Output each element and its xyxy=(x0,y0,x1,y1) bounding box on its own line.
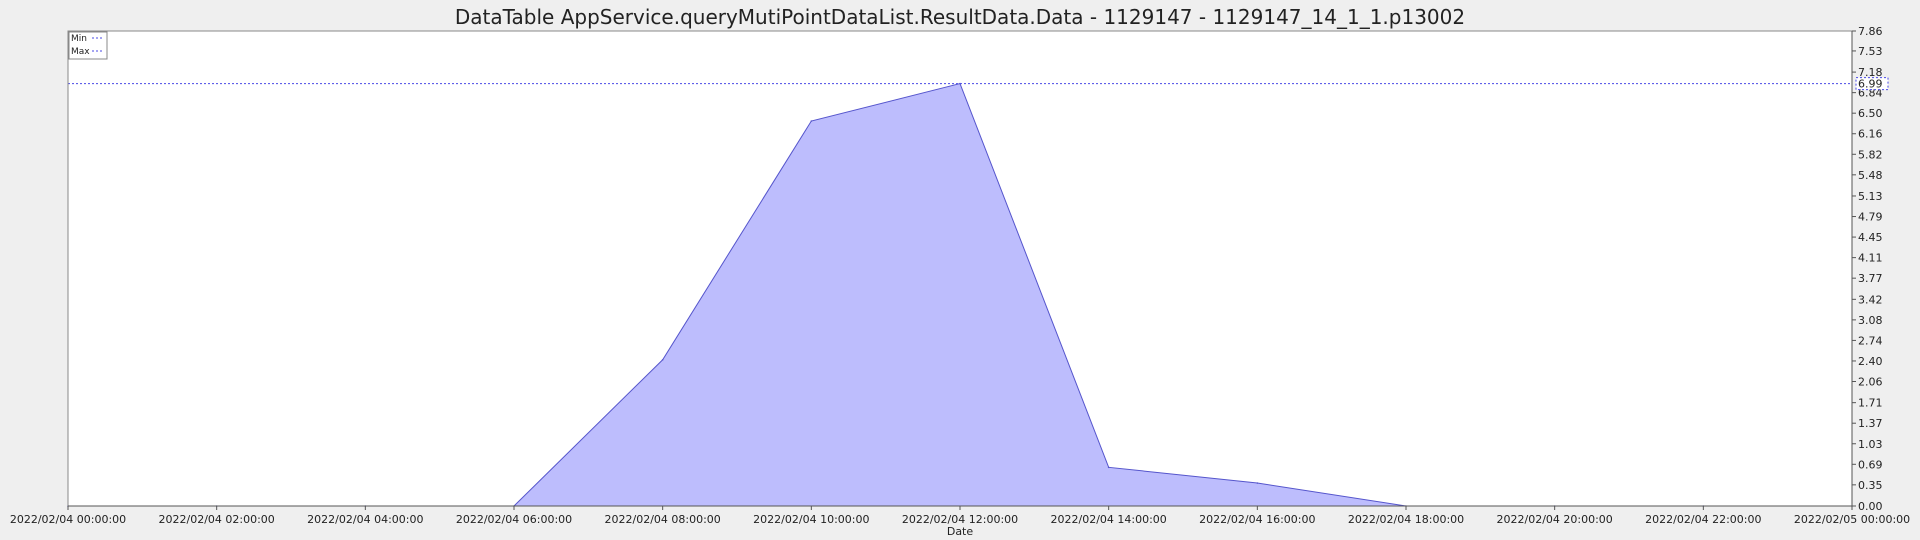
y-tick-label: 1.71 xyxy=(1858,397,1883,410)
legend: Min Max xyxy=(68,31,108,60)
y-tick-label: 2.74 xyxy=(1858,334,1883,347)
x-tick-label: 2022/02/04 00:00:00 xyxy=(10,513,126,526)
x-tick-label: 2022/02/04 12:00:00 xyxy=(902,513,1018,526)
y-tick-label: 5.82 xyxy=(1858,148,1883,161)
y-tick-label: 3.08 xyxy=(1858,314,1883,327)
legend-label: Min xyxy=(71,34,87,44)
chart-title: DataTable AppService.queryMutiPointDataL… xyxy=(454,5,1466,29)
x-tick-label: 2022/02/04 02:00:00 xyxy=(159,513,275,526)
y-tick-label: 0.35 xyxy=(1858,479,1883,492)
y-tick-label: 0.69 xyxy=(1858,458,1883,471)
data-point xyxy=(661,358,664,361)
y-tick-label: 6.16 xyxy=(1858,128,1883,141)
y-tick-label: 7.86 xyxy=(1858,25,1883,38)
x-tick-label: 2022/02/04 06:00:00 xyxy=(456,513,572,526)
y-marker-label: 6.99 xyxy=(1858,78,1883,91)
y-tick-label: 4.79 xyxy=(1858,211,1883,224)
y-tick-label: 5.48 xyxy=(1858,169,1883,182)
x-tick-label: 2022/02/04 20:00:00 xyxy=(1497,513,1613,526)
x-tick-label: 2022/02/04 18:00:00 xyxy=(1348,513,1464,526)
y-tick-label: 4.11 xyxy=(1858,252,1883,265)
y-tick-label: 1.03 xyxy=(1858,438,1883,451)
x-tick-label: 2022/02/04 14:00:00 xyxy=(1051,513,1167,526)
y-tick-label: 7.53 xyxy=(1858,45,1883,58)
y-tick-label: 6.84 xyxy=(1858,87,1883,100)
y-marker-box xyxy=(1855,77,1889,91)
y-tick-label: 0.00 xyxy=(1858,500,1883,513)
y-tick-label: 2.06 xyxy=(1858,376,1883,389)
x-tick-label: 2022/02/04 22:00:00 xyxy=(1645,513,1761,526)
x-tick-label: 2022/02/04 16:00:00 xyxy=(1199,513,1315,526)
y-tick-label: 6.50 xyxy=(1858,107,1883,120)
x-tick-label: 2022/02/04 08:00:00 xyxy=(605,513,721,526)
data-point xyxy=(1256,482,1259,484)
x-axis: 2022/02/04 00:00:00 2022/02/04 02:00:00 20… xyxy=(10,505,1910,526)
data-point xyxy=(1107,466,1110,469)
legend-label: Max xyxy=(71,47,90,57)
y-tick-label: 3.77 xyxy=(1858,272,1883,285)
y-axis: 0.00 0.35 0.69 1.03 1.37 1.71 2.06 2.40 2.74 3.08… xyxy=(1851,25,1889,513)
x-tick-label: 2022/02/04 04:00:00 xyxy=(307,513,423,526)
data-point xyxy=(810,120,813,122)
series-area xyxy=(68,83,1852,507)
y-tick-label: 7.18 xyxy=(1858,66,1883,79)
y-tick-label: 4.45 xyxy=(1858,231,1883,244)
y-tick-label: 2.40 xyxy=(1858,355,1883,368)
legend-box xyxy=(68,31,108,60)
x-axis-title: Date xyxy=(947,525,974,538)
y-tick-label: 1.37 xyxy=(1858,417,1883,430)
y-tick-label: 3.42 xyxy=(1858,293,1883,306)
x-tick-label: 2022/02/05 00:00:00 xyxy=(1794,513,1910,526)
x-tick-label: 2022/02/04 10:00:00 xyxy=(753,513,869,526)
y-tick-label: 5.13 xyxy=(1858,190,1883,203)
